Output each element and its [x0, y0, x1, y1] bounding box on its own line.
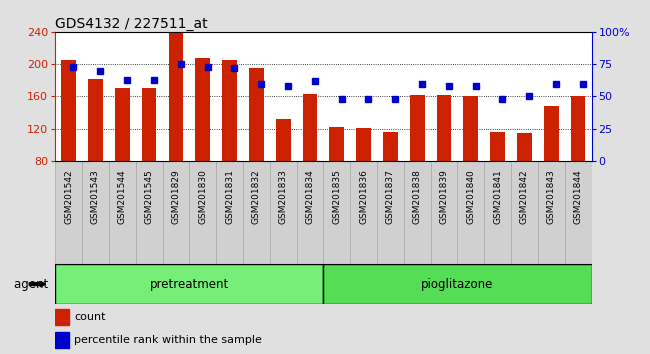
Bar — [142, 88, 157, 161]
Bar — [55, 264, 324, 304]
Bar — [196, 58, 210, 161]
Bar — [544, 106, 558, 161]
Text: count: count — [74, 312, 105, 322]
Bar — [356, 128, 371, 161]
Bar — [324, 264, 592, 304]
Bar — [82, 161, 109, 264]
Bar — [55, 309, 69, 325]
Bar — [430, 161, 458, 264]
Bar — [270, 161, 296, 264]
Text: pioglitazone: pioglitazone — [421, 278, 493, 291]
Text: GSM201840: GSM201840 — [466, 169, 475, 224]
Bar — [88, 79, 103, 161]
Text: GSM201545: GSM201545 — [144, 169, 153, 224]
Bar — [437, 95, 451, 161]
Bar — [538, 161, 565, 264]
Bar — [410, 95, 424, 161]
Bar — [296, 161, 324, 264]
Bar — [565, 161, 592, 264]
Text: GSM201841: GSM201841 — [493, 169, 502, 224]
Bar — [276, 119, 291, 161]
Text: GSM201543: GSM201543 — [91, 169, 100, 224]
Text: percentile rank within the sample: percentile rank within the sample — [74, 335, 262, 345]
Bar — [216, 161, 243, 264]
Bar — [511, 161, 538, 264]
Text: GSM201831: GSM201831 — [225, 169, 234, 224]
Bar — [55, 332, 69, 348]
Text: GSM201832: GSM201832 — [252, 169, 261, 224]
Text: GSM201843: GSM201843 — [547, 169, 556, 224]
Bar — [330, 127, 344, 161]
Bar — [136, 161, 162, 264]
Text: GDS4132 / 227511_at: GDS4132 / 227511_at — [55, 17, 208, 31]
Bar — [377, 161, 404, 264]
Text: GSM201829: GSM201829 — [172, 169, 181, 224]
Text: GSM201830: GSM201830 — [198, 169, 207, 224]
Bar — [324, 161, 350, 264]
Text: GSM201844: GSM201844 — [573, 169, 582, 224]
Bar — [350, 161, 377, 264]
Bar — [243, 161, 270, 264]
Text: GSM201837: GSM201837 — [386, 169, 395, 224]
Bar — [458, 161, 484, 264]
Bar — [61, 60, 76, 161]
Bar — [168, 34, 183, 161]
Bar — [222, 60, 237, 161]
Bar — [249, 68, 264, 161]
Bar — [55, 161, 82, 264]
Bar — [463, 96, 478, 161]
Bar — [303, 94, 317, 161]
Text: GSM201838: GSM201838 — [413, 169, 422, 224]
Bar — [571, 96, 586, 161]
Text: GSM201834: GSM201834 — [306, 169, 315, 224]
Text: agent: agent — [14, 278, 52, 291]
Bar — [404, 161, 430, 264]
Bar — [115, 88, 129, 161]
Bar — [383, 132, 398, 161]
Bar — [189, 161, 216, 264]
Text: GSM201544: GSM201544 — [118, 169, 127, 224]
Text: GSM201542: GSM201542 — [64, 169, 73, 224]
Bar — [484, 161, 511, 264]
Bar — [517, 133, 532, 161]
Bar — [490, 132, 505, 161]
Bar — [162, 161, 189, 264]
Text: GSM201833: GSM201833 — [279, 169, 288, 224]
Bar — [109, 161, 136, 264]
Text: GSM201835: GSM201835 — [332, 169, 341, 224]
Text: pretreatment: pretreatment — [150, 278, 229, 291]
Text: GSM201836: GSM201836 — [359, 169, 368, 224]
Text: GSM201839: GSM201839 — [439, 169, 448, 224]
Text: GSM201842: GSM201842 — [520, 169, 529, 224]
